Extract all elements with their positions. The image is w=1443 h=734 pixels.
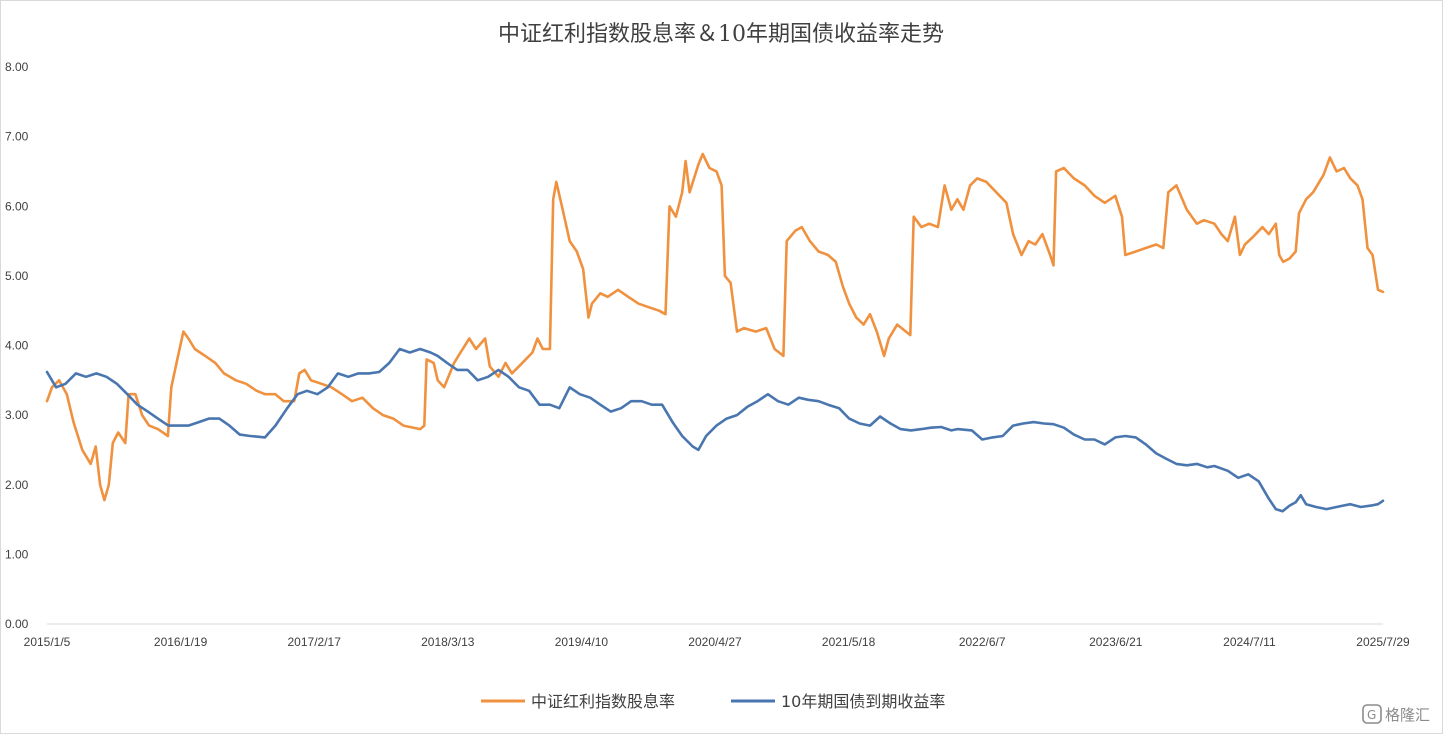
y-tick-label: 8.00 bbox=[5, 60, 29, 74]
legend-label: 10年期国债到期收益率 bbox=[781, 692, 945, 711]
watermark-logo-glyph: G bbox=[1367, 708, 1376, 722]
y-tick-label: 7.00 bbox=[5, 130, 29, 144]
x-axis: 2015/1/5 2016/1/19 2017/2/17 2018/3/13 2019/… bbox=[24, 623, 1410, 649]
y-tick-label: 5.00 bbox=[5, 269, 29, 283]
series-layer bbox=[45, 152, 1385, 513]
watermark: G 格隆汇 bbox=[1362, 704, 1430, 724]
y-tick-label: 4.00 bbox=[5, 339, 29, 353]
y-tick-label: 0.00 bbox=[5, 617, 29, 631]
x-tick-label: 2019/4/10 bbox=[555, 635, 609, 649]
x-tick-label: 2022/6/7 bbox=[959, 635, 1006, 649]
watermark-logo-icon bbox=[1362, 704, 1382, 724]
x-tick-label: 2023/6/21 bbox=[1089, 635, 1143, 649]
watermark-text: 格隆汇 bbox=[1385, 706, 1430, 724]
x-tick-label: 2017/2/17 bbox=[288, 635, 342, 649]
series-line-0 bbox=[45, 152, 1385, 502]
series-line-1 bbox=[45, 347, 1385, 513]
y-axis: 0.00 1.00 2.00 3.00 4.00 5.00 6.00 7.00 8.00 bbox=[5, 60, 29, 631]
x-tick-label: 2021/5/18 bbox=[822, 635, 876, 649]
y-tick-label: 2.00 bbox=[5, 478, 29, 492]
y-tick-label: 1.00 bbox=[5, 547, 29, 561]
legend-label: 中证红利指数股息率 bbox=[531, 692, 675, 711]
x-tick-label: 2016/1/19 bbox=[154, 635, 208, 649]
x-tick-label: 2020/4/27 bbox=[688, 635, 742, 649]
y-tick-label: 3.00 bbox=[5, 408, 29, 422]
x-tick-label: 2015/1/5 bbox=[24, 635, 71, 649]
chart-title: 中证红利指数股息率＆10年期国债收益率走势 bbox=[498, 22, 944, 47]
x-tick-label: 2024/7/11 bbox=[1223, 635, 1276, 649]
x-tick-label: 2025/7/29 bbox=[1356, 635, 1410, 649]
y-tick-label: 6.00 bbox=[5, 199, 29, 213]
legend: 中证红利指数股息率 10年期国债到期收益率 bbox=[481, 692, 945, 711]
x-tick-label: 2018/3/13 bbox=[421, 635, 475, 649]
